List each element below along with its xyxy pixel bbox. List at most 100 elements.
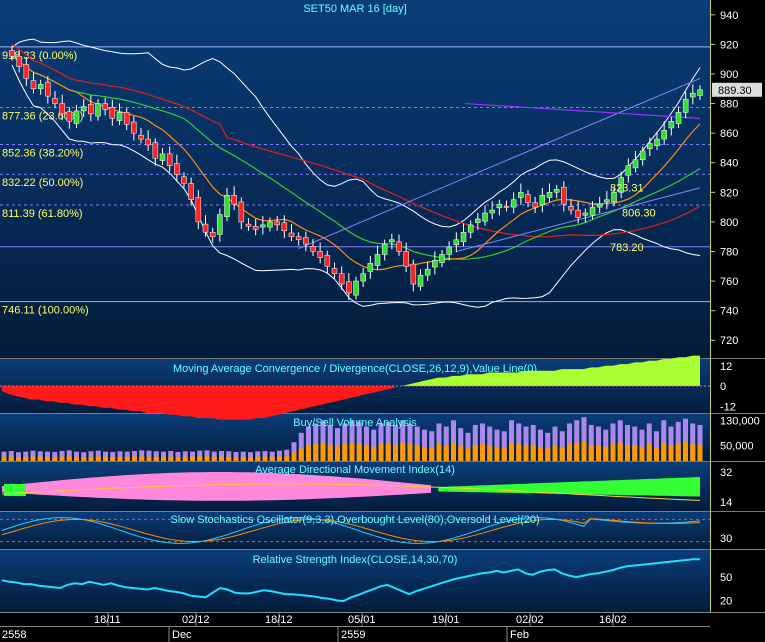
candle-down: [131, 121, 137, 134]
candle-up: [697, 89, 703, 96]
candle-down: [396, 241, 402, 252]
candle-up: [367, 263, 374, 272]
volume-bar-buy: [523, 445, 529, 461]
volume-bar-sell: [320, 420, 326, 461]
volume-bar-buy: [356, 443, 362, 461]
volume-bar-sell: [117, 451, 123, 461]
volume-bar-sell: [306, 426, 311, 461]
volume-bar-buy: [124, 456, 130, 461]
volume-bar-buy: [255, 456, 261, 461]
candle-down: [202, 223, 209, 233]
axis-background-4: [710, 512, 765, 549]
volume-bar-sell: [110, 451, 116, 461]
x-tick-label: 18/12: [265, 614, 293, 626]
volume-bar-sell: [74, 451, 79, 461]
candle-down: [288, 232, 295, 237]
volume-bar-sell: [277, 450, 282, 461]
candle-down: [188, 183, 194, 200]
volume-bar-sell: [284, 449, 290, 461]
x-tick-label: 05/01: [348, 614, 376, 626]
volume-bar-buy: [552, 445, 558, 461]
volume-bar-sell: [262, 450, 268, 461]
trend-line-upper: [298, 77, 701, 249]
candle-down: [346, 281, 352, 294]
volume-bar-sell: [153, 451, 159, 461]
adx-negative-area: [438, 477, 700, 497]
stoch-tick-label: 30: [720, 533, 732, 545]
candle-down: [281, 222, 288, 232]
volume-bar-sell: [161, 451, 166, 461]
candle-down: [532, 202, 538, 208]
volume-tick-label: 130,000: [720, 415, 760, 427]
candle-up: [604, 199, 610, 203]
price-tick-label: 720: [720, 335, 738, 347]
x-period-label: 2559: [341, 629, 365, 641]
candle-down: [52, 98, 58, 104]
volume-bar-sell: [335, 428, 340, 461]
volume-bar-sell: [603, 429, 609, 461]
volume-bar-buy: [81, 457, 87, 461]
candle-up: [374, 254, 381, 266]
volume-bar-sell: [567, 423, 572, 461]
volume-bar-buy: [393, 444, 398, 461]
volume-bar-buy: [153, 456, 159, 461]
candle-down: [9, 50, 15, 57]
last-price-label: 889.30: [718, 85, 752, 97]
candle-up: [553, 189, 560, 193]
volume-bar-sell: [81, 452, 87, 461]
volume-bar-buy: [320, 442, 326, 461]
volume-bar-buy: [385, 443, 391, 461]
volume-bar-sell: [8, 450, 14, 461]
volume-bar-sell: [30, 450, 36, 461]
volume-bar-buy: [610, 444, 616, 461]
volume-bar-sell: [190, 451, 195, 461]
volume-bar-buy: [668, 445, 674, 461]
rsi-line: [1, 558, 700, 603]
volume-bar-buy: [66, 456, 72, 461]
volume-bar-sell: [559, 431, 565, 461]
x-tick-label: 19/01: [432, 614, 460, 626]
candle-down: [403, 251, 409, 267]
volume-bar-buy: [683, 441, 688, 461]
volume-bar-sell: [342, 423, 348, 461]
candle-up: [453, 239, 460, 246]
volume-bar-buy: [472, 444, 478, 461]
candle-up: [224, 195, 230, 217]
candle-up: [618, 177, 624, 193]
candle-down: [238, 201, 245, 223]
candle-down: [575, 209, 581, 218]
volume-bar-buy: [516, 444, 522, 461]
volume-bar-buy: [625, 444, 630, 461]
volume-bar-sell: [581, 417, 587, 461]
candle-up: [690, 92, 696, 98]
candle-up: [682, 98, 689, 113]
volume-bar-sell: [255, 451, 261, 461]
volume-bar-buy: [16, 457, 21, 461]
candle-down: [295, 236, 302, 240]
volume-bar-sell: [269, 451, 275, 461]
volume-bar-buy: [95, 456, 101, 461]
candle-up: [482, 212, 488, 222]
x-tick-label: 02/02: [516, 614, 544, 626]
volume-bar-buy: [211, 456, 217, 461]
volume-bar-sell: [509, 420, 514, 461]
candle-up: [589, 206, 596, 216]
volume-bar-sell: [494, 429, 500, 461]
macd-title: Moving Average Convergence / Divergence(…: [173, 363, 537, 375]
volume-bar-sell: [436, 423, 442, 461]
volume-bar-sell: [95, 450, 101, 461]
volume-bar-sell: [291, 442, 297, 461]
fibonacci-label: 746.11 (100.00%): [2, 305, 89, 317]
volume-bar-sell: [364, 426, 369, 461]
volume-bar-buy: [509, 442, 514, 461]
volume-bar-buy: [436, 444, 442, 461]
macd-negative-area: [2, 386, 395, 420]
last-price-box: [712, 82, 762, 97]
macd-tick-label: 12: [720, 361, 732, 373]
axis-background-3: [710, 462, 765, 511]
volume-bar-sell: [632, 426, 638, 461]
volume-bar-buy: [414, 445, 420, 461]
volume-bar-sell: [422, 429, 427, 461]
volume-bar-sell: [610, 423, 616, 461]
